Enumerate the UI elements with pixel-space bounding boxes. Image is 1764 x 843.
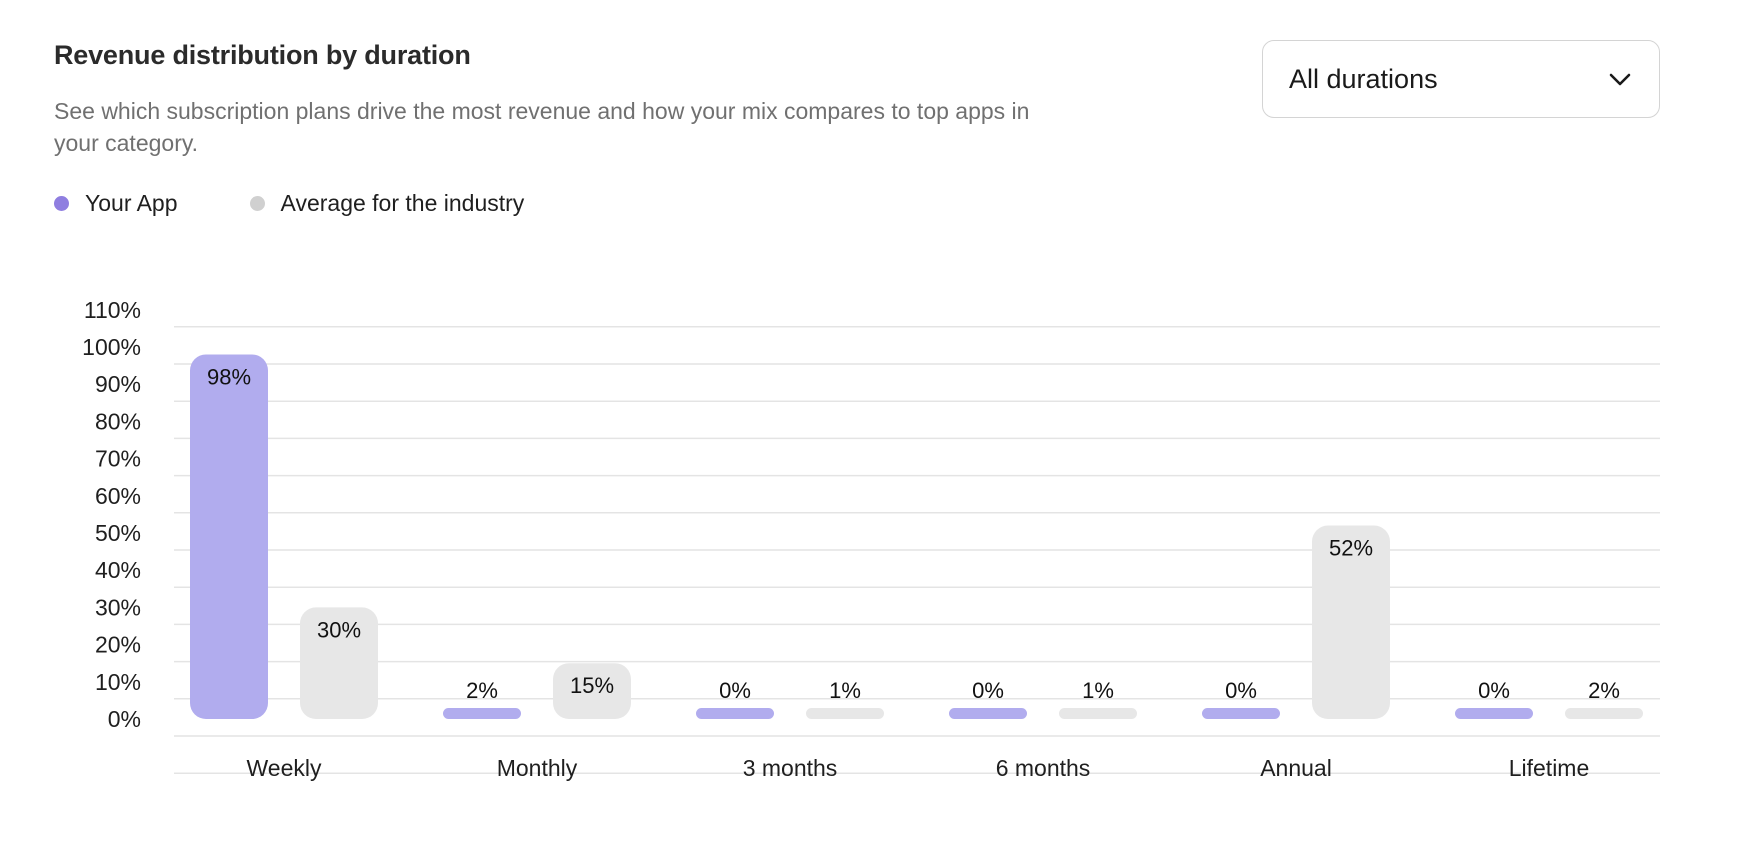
y-tick-label: 50% <box>95 520 141 546</box>
x-category-label: Monthly <box>497 755 578 781</box>
y-tick-label: 30% <box>95 594 141 620</box>
bar-industry <box>1565 708 1643 719</box>
bar-your-app <box>949 708 1027 719</box>
bar-your-app <box>696 708 774 719</box>
data-label: 15% <box>570 673 614 698</box>
data-label: 2% <box>466 678 498 703</box>
x-category-label: 6 months <box>996 755 1091 781</box>
y-tick-label: 0% <box>108 706 141 732</box>
data-label: 0% <box>719 678 751 703</box>
legend-item-your-app[interactable]: Your App <box>54 190 178 217</box>
chart-header: Revenue distribution by duration See whi… <box>54 40 1034 159</box>
bar-industry <box>806 708 884 719</box>
bar-industry <box>300 607 378 719</box>
data-label: 0% <box>1225 678 1257 703</box>
legend-dot-your-app <box>54 196 69 211</box>
y-tick-label: 60% <box>95 483 141 509</box>
legend-dot-industry <box>249 196 265 211</box>
bar-your-app <box>1455 708 1533 719</box>
bar-industry <box>1059 708 1137 719</box>
data-label: 0% <box>1478 678 1510 703</box>
bar-industry <box>553 663 631 719</box>
chevron-down-icon <box>1609 73 1631 86</box>
chart-subtitle: See which subscription plans drive the m… <box>54 98 1030 156</box>
y-tick-label: 20% <box>95 632 141 658</box>
y-tick-label: 70% <box>95 446 141 472</box>
y-tick-label: 90% <box>95 371 141 397</box>
legend-item-industry[interactable]: Average for the industry <box>249 190 525 217</box>
duration-dropdown-value: All durations <box>1289 63 1438 94</box>
x-category-label: Annual <box>1260 755 1332 781</box>
x-category-label: Lifetime <box>1509 755 1590 781</box>
data-label: 98% <box>207 364 251 389</box>
y-tick-label: 100% <box>82 334 141 360</box>
legend-label-industry: Average for the industry <box>280 190 525 216</box>
y-tick-label: 110% <box>84 297 141 323</box>
chart-legend: Your App Average for the industry <box>54 190 524 217</box>
bar-your-app <box>190 354 268 719</box>
data-label: 2% <box>1588 678 1620 703</box>
data-label: 52% <box>1329 536 1373 561</box>
x-category-label: 3 months <box>743 755 838 781</box>
bar-your-app <box>1202 708 1280 719</box>
chart-title: Revenue distribution by duration <box>54 40 471 70</box>
bar-your-app <box>443 708 521 719</box>
duration-dropdown[interactable]: All durations <box>1262 40 1660 118</box>
bar-industry <box>1312 525 1390 719</box>
data-label: 30% <box>317 617 361 642</box>
y-tick-label: 10% <box>95 669 141 695</box>
y-tick-label: 40% <box>95 557 141 583</box>
data-label: 1% <box>829 678 861 703</box>
data-label: 1% <box>1082 678 1114 703</box>
x-category-label: Weekly <box>247 755 322 781</box>
y-tick-label: 80% <box>95 408 141 434</box>
data-label: 0% <box>972 678 1004 703</box>
legend-label-your-app: Your App <box>85 190 178 216</box>
